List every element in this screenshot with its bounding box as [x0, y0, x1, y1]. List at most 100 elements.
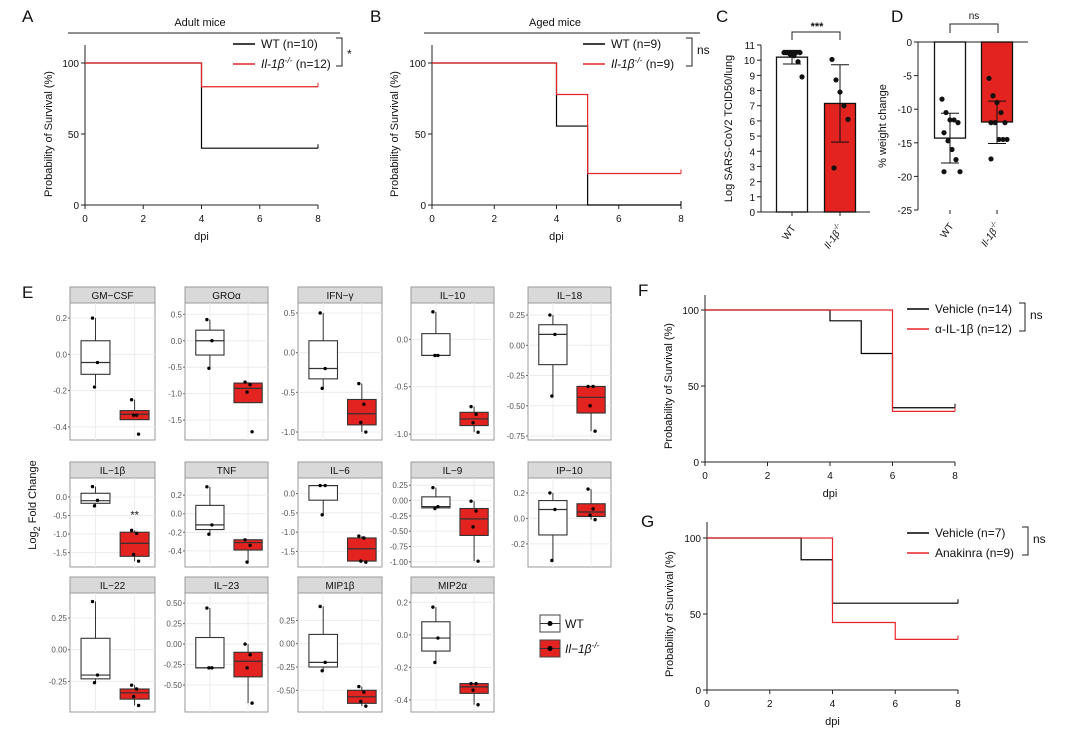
y-tick-label: 0 [420, 201, 426, 212]
legend-label: Il-1β-/- (n=9) [611, 55, 674, 71]
box-ko [119, 688, 150, 700]
data-point [990, 93, 996, 99]
y-tick-label: 0.2 [514, 489, 526, 498]
y-axis-label: Log SARS-CoV2 TCID50/lung [723, 55, 735, 202]
data-point [941, 169, 947, 175]
significance-bracket [336, 37, 343, 67]
x-category-label-main: Il-1β [979, 227, 999, 250]
data-point [591, 384, 595, 389]
y-tick-label: -10 [898, 105, 913, 116]
survival-curve-treatment [85, 62, 318, 88]
data-point [795, 59, 801, 65]
cytokine-panel: IL−1β -1.5 -1.0 -0.5 0.0 ** [53, 461, 156, 568]
significance-bracket [791, 31, 841, 40]
data-point [550, 558, 554, 563]
y-tick-label: 0.2 [56, 314, 68, 323]
y-tick-label: 100 [62, 59, 79, 70]
bar-wt [775, 56, 809, 213]
legend-label-main: WT (n=10) [261, 37, 318, 51]
significance-bracket [686, 37, 693, 67]
y-axis-label: Probability of Survival (%) [664, 551, 676, 677]
box-ko [459, 683, 489, 694]
y-tick-label: 50 [68, 130, 80, 141]
x-category-label-main: WT [781, 223, 799, 242]
data-point [205, 606, 209, 610]
legend-label: Vehicle (n=14) [935, 302, 1012, 316]
panel-d: D 0 -5 -10 -15 -20 -25 % weight change WT Il-1β-/… [877, 7, 1028, 249]
survival-curve-treatment [432, 62, 681, 175]
data-point [359, 559, 363, 563]
box-ko [576, 385, 606, 414]
legend-point [547, 646, 553, 651]
survival-curve-treatment [705, 309, 955, 412]
cytokine-panel: IL−22 -0.25 0.00 0.25 [49, 576, 156, 713]
data-point [1002, 120, 1008, 126]
y-tick-label: -0.4 [168, 547, 182, 556]
y-axis-label-rest: Fold Change [27, 460, 39, 526]
facet-title: TNF [217, 466, 236, 477]
x-category-label: Il-1β-/- [821, 222, 847, 251]
legend-point [547, 621, 553, 626]
data-point [318, 604, 322, 609]
x-axis-label: dpi [194, 231, 209, 243]
cytokine-panel: MIP1β -0.50 -0.25 0.00 0.25 [277, 576, 383, 713]
panel-title: Adult mice [174, 17, 225, 29]
box-ko [233, 651, 263, 678]
data-point [210, 339, 214, 343]
data-point [129, 528, 134, 533]
y-tick-label: 50 [415, 130, 427, 141]
y-tick-label: -0.25 [164, 661, 183, 670]
y-tick-label: 0.0 [514, 514, 526, 523]
significance-label: ns [1030, 308, 1043, 322]
data-point [357, 684, 361, 689]
legend-label-main: WT [565, 617, 584, 631]
y-tick-label: -1.5 [281, 547, 295, 556]
y-tick-label: -15 [898, 139, 913, 150]
data-point [359, 699, 363, 704]
data-point [943, 109, 949, 116]
data-point [471, 525, 475, 529]
y-tick-label: -0.2 [53, 387, 67, 396]
y-tick-label: -1.0 [394, 430, 408, 439]
x-tick-label: 8 [952, 471, 958, 482]
box-wt [80, 340, 111, 375]
data-point [588, 404, 592, 408]
data-point [591, 507, 595, 511]
data-point [134, 531, 139, 536]
y-tick-label: -0.25 [390, 512, 409, 521]
panel-f: F 0 50 100 0 2 4 6 8 dpi Probability of Survival (… [638, 281, 1043, 500]
y-tick-label: -0.4 [394, 696, 408, 705]
panel-b: B Aged mice 0 50 100 0 2 4 6 8 dpi Probability of S… [370, 7, 710, 243]
y-tick-label: 4 [749, 147, 755, 158]
legend-label: WT [565, 617, 584, 631]
facet-title: IL−10 [440, 291, 466, 302]
y-tick-label: 0.0 [397, 631, 409, 640]
y-tick-label: 100 [682, 306, 699, 317]
data-point [95, 360, 100, 365]
y-tick-label: 0.0 [171, 510, 183, 519]
legend-label-rest: (n=9) [642, 57, 674, 71]
y-tick-label: -25 [898, 206, 913, 217]
y-tick-label: -1.0 [281, 428, 295, 437]
data-point [357, 534, 361, 538]
y-tick-label: 0.0 [397, 335, 409, 344]
y-axis-label: Probability of Survival (%) [663, 323, 675, 449]
y-tick-label: -1.0 [168, 390, 182, 399]
data-point [320, 513, 324, 517]
plot-area [184, 302, 269, 441]
data-point [250, 701, 254, 705]
y-tick-label: -1.5 [53, 549, 67, 558]
y-tick-label: -0.25 [507, 372, 526, 381]
data-point [90, 316, 95, 320]
box-ko [233, 539, 263, 551]
panel-letter: A [22, 7, 34, 26]
legend-label: WT (n=9) [611, 37, 661, 51]
y-tick-label: -0.50 [164, 681, 183, 690]
panel-c: C 0 1 2 3 4 5 6 7 8 9 10 11 Log SARS-CoV2 TCID50/lung… [716, 7, 870, 251]
data-point [474, 509, 478, 513]
data-point [588, 513, 592, 517]
data-point [431, 485, 435, 490]
panel-letter: D [891, 7, 903, 26]
x-tick-label: 8 [955, 699, 961, 710]
x-tick-label: 8 [678, 214, 684, 225]
